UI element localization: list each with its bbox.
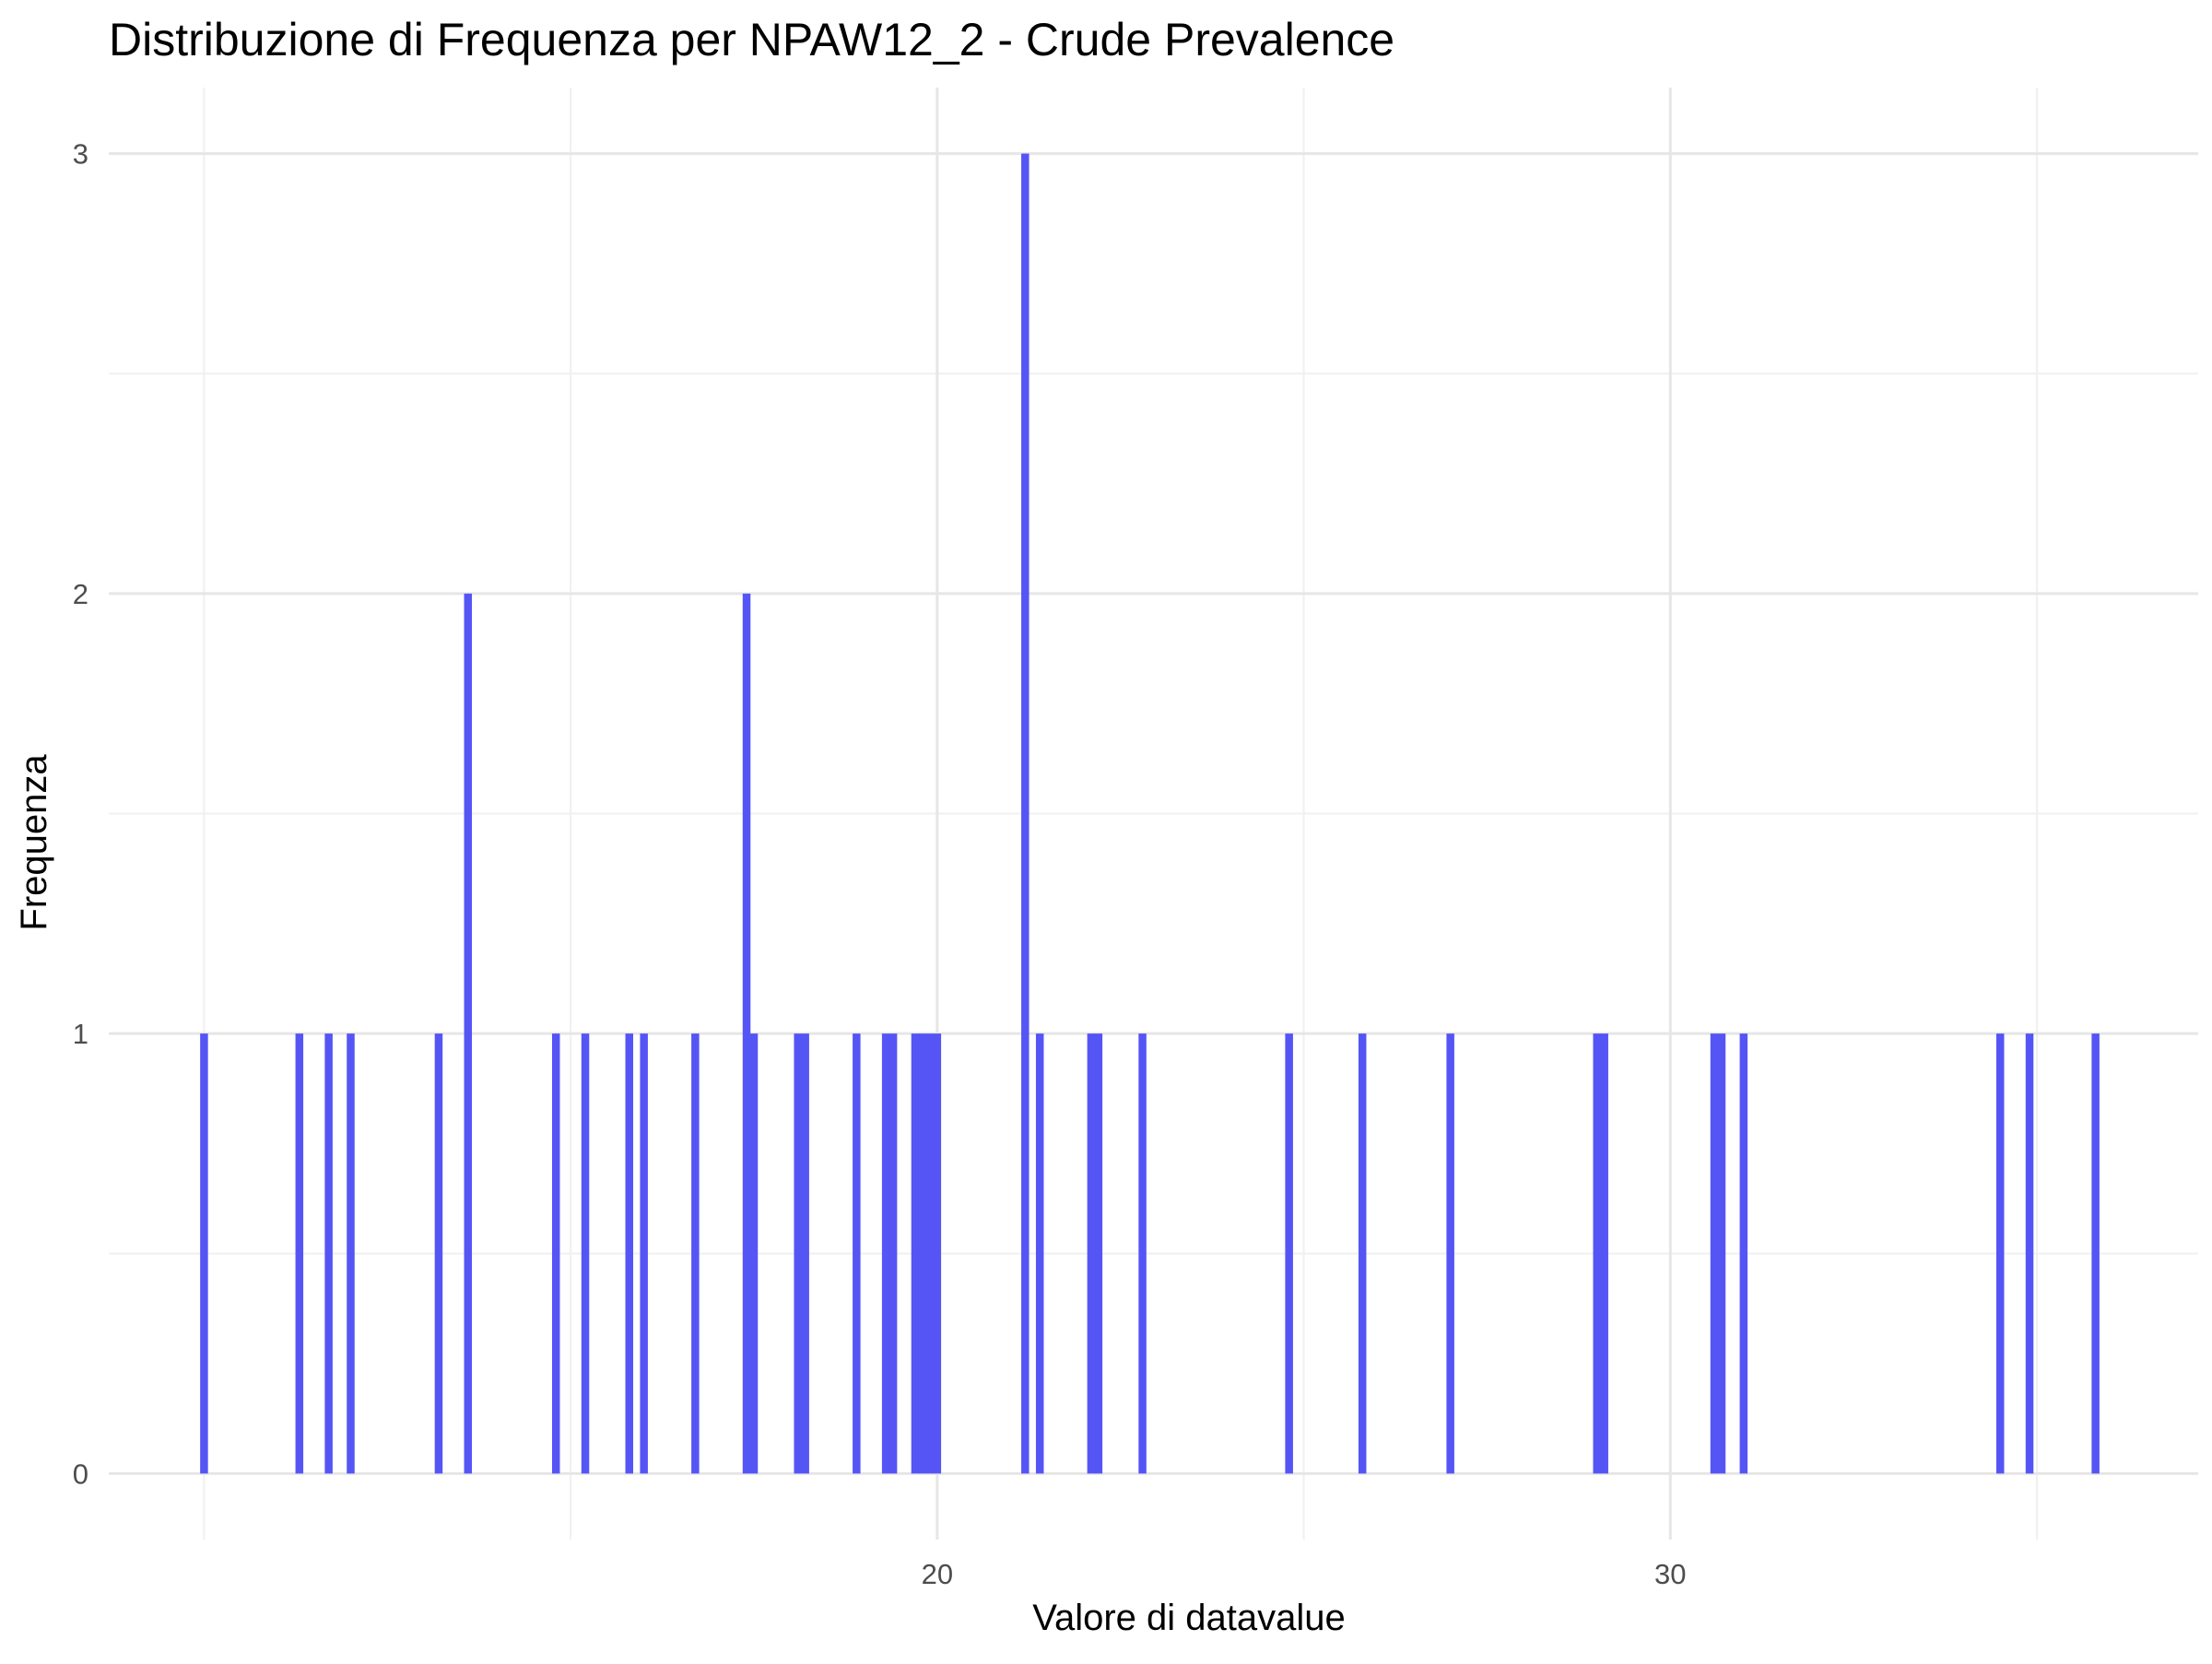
histogram-bar bbox=[1995, 1033, 2005, 1474]
histogram-bar bbox=[691, 1033, 700, 1474]
x-axis-title: Valore di datavalue bbox=[1032, 1598, 1346, 1638]
histogram-bar bbox=[1717, 1033, 1726, 1474]
histogram-bar bbox=[1021, 153, 1030, 1474]
histogram-bar bbox=[295, 1033, 304, 1474]
histogram-bar bbox=[347, 1033, 355, 1474]
histogram-bar bbox=[1600, 1033, 1608, 1474]
histogram-bar bbox=[324, 1033, 333, 1474]
histogram-bar bbox=[640, 1033, 648, 1474]
y-tick-label: 1 bbox=[73, 1018, 88, 1050]
y-tick-label: 3 bbox=[73, 138, 88, 171]
histogram-bar bbox=[581, 1033, 590, 1474]
y-tick-label: 0 bbox=[73, 1457, 88, 1490]
histogram-bar bbox=[1035, 1033, 1044, 1474]
tick-labels: 20 30 0 1 2 3 bbox=[73, 138, 1687, 1590]
histogram-bar bbox=[1138, 1033, 1147, 1474]
histogram-bar bbox=[2025, 1033, 2034, 1474]
histogram-bar bbox=[551, 1033, 560, 1474]
histogram-bar bbox=[1739, 1033, 1748, 1474]
histogram-bar bbox=[1593, 1033, 1601, 1474]
histogram-bar bbox=[888, 1033, 898, 1474]
histogram-bar bbox=[881, 1033, 890, 1474]
histogram-bar bbox=[801, 1033, 809, 1474]
histogram-bar bbox=[918, 1033, 927, 1474]
x-tick-label: 30 bbox=[1654, 1558, 1686, 1590]
x-tick-label: 20 bbox=[922, 1558, 953, 1590]
histogram-bar bbox=[1087, 1033, 1096, 1474]
histogram-bar bbox=[742, 593, 751, 1474]
histogram-bar bbox=[794, 1033, 802, 1474]
histogram-bar bbox=[853, 1033, 861, 1474]
bars bbox=[200, 153, 2100, 1474]
histogram-bar bbox=[933, 1033, 942, 1474]
histogram-bar bbox=[434, 1033, 443, 1474]
histogram-bar bbox=[1285, 1033, 1293, 1474]
histogram-bar bbox=[749, 1033, 759, 1474]
histogram-bar bbox=[911, 1033, 920, 1474]
y-axis-title: Frequenza bbox=[14, 754, 54, 931]
histogram-bar bbox=[2091, 1033, 2100, 1474]
histogram-bar bbox=[925, 1033, 935, 1474]
histogram-bar bbox=[464, 593, 473, 1474]
histogram-bar bbox=[625, 1033, 634, 1474]
histogram-bar bbox=[1358, 1033, 1367, 1474]
histogram-bar bbox=[1094, 1033, 1103, 1474]
histogram-bar bbox=[1710, 1033, 1719, 1474]
y-tick-label: 2 bbox=[73, 578, 88, 610]
histogram-bar bbox=[200, 1033, 208, 1474]
histogram-bar bbox=[1446, 1033, 1454, 1474]
grid-lines bbox=[109, 88, 2198, 1540]
chart-title: Distribuzione di Frequenza per NPAW12_2 … bbox=[109, 14, 1394, 65]
